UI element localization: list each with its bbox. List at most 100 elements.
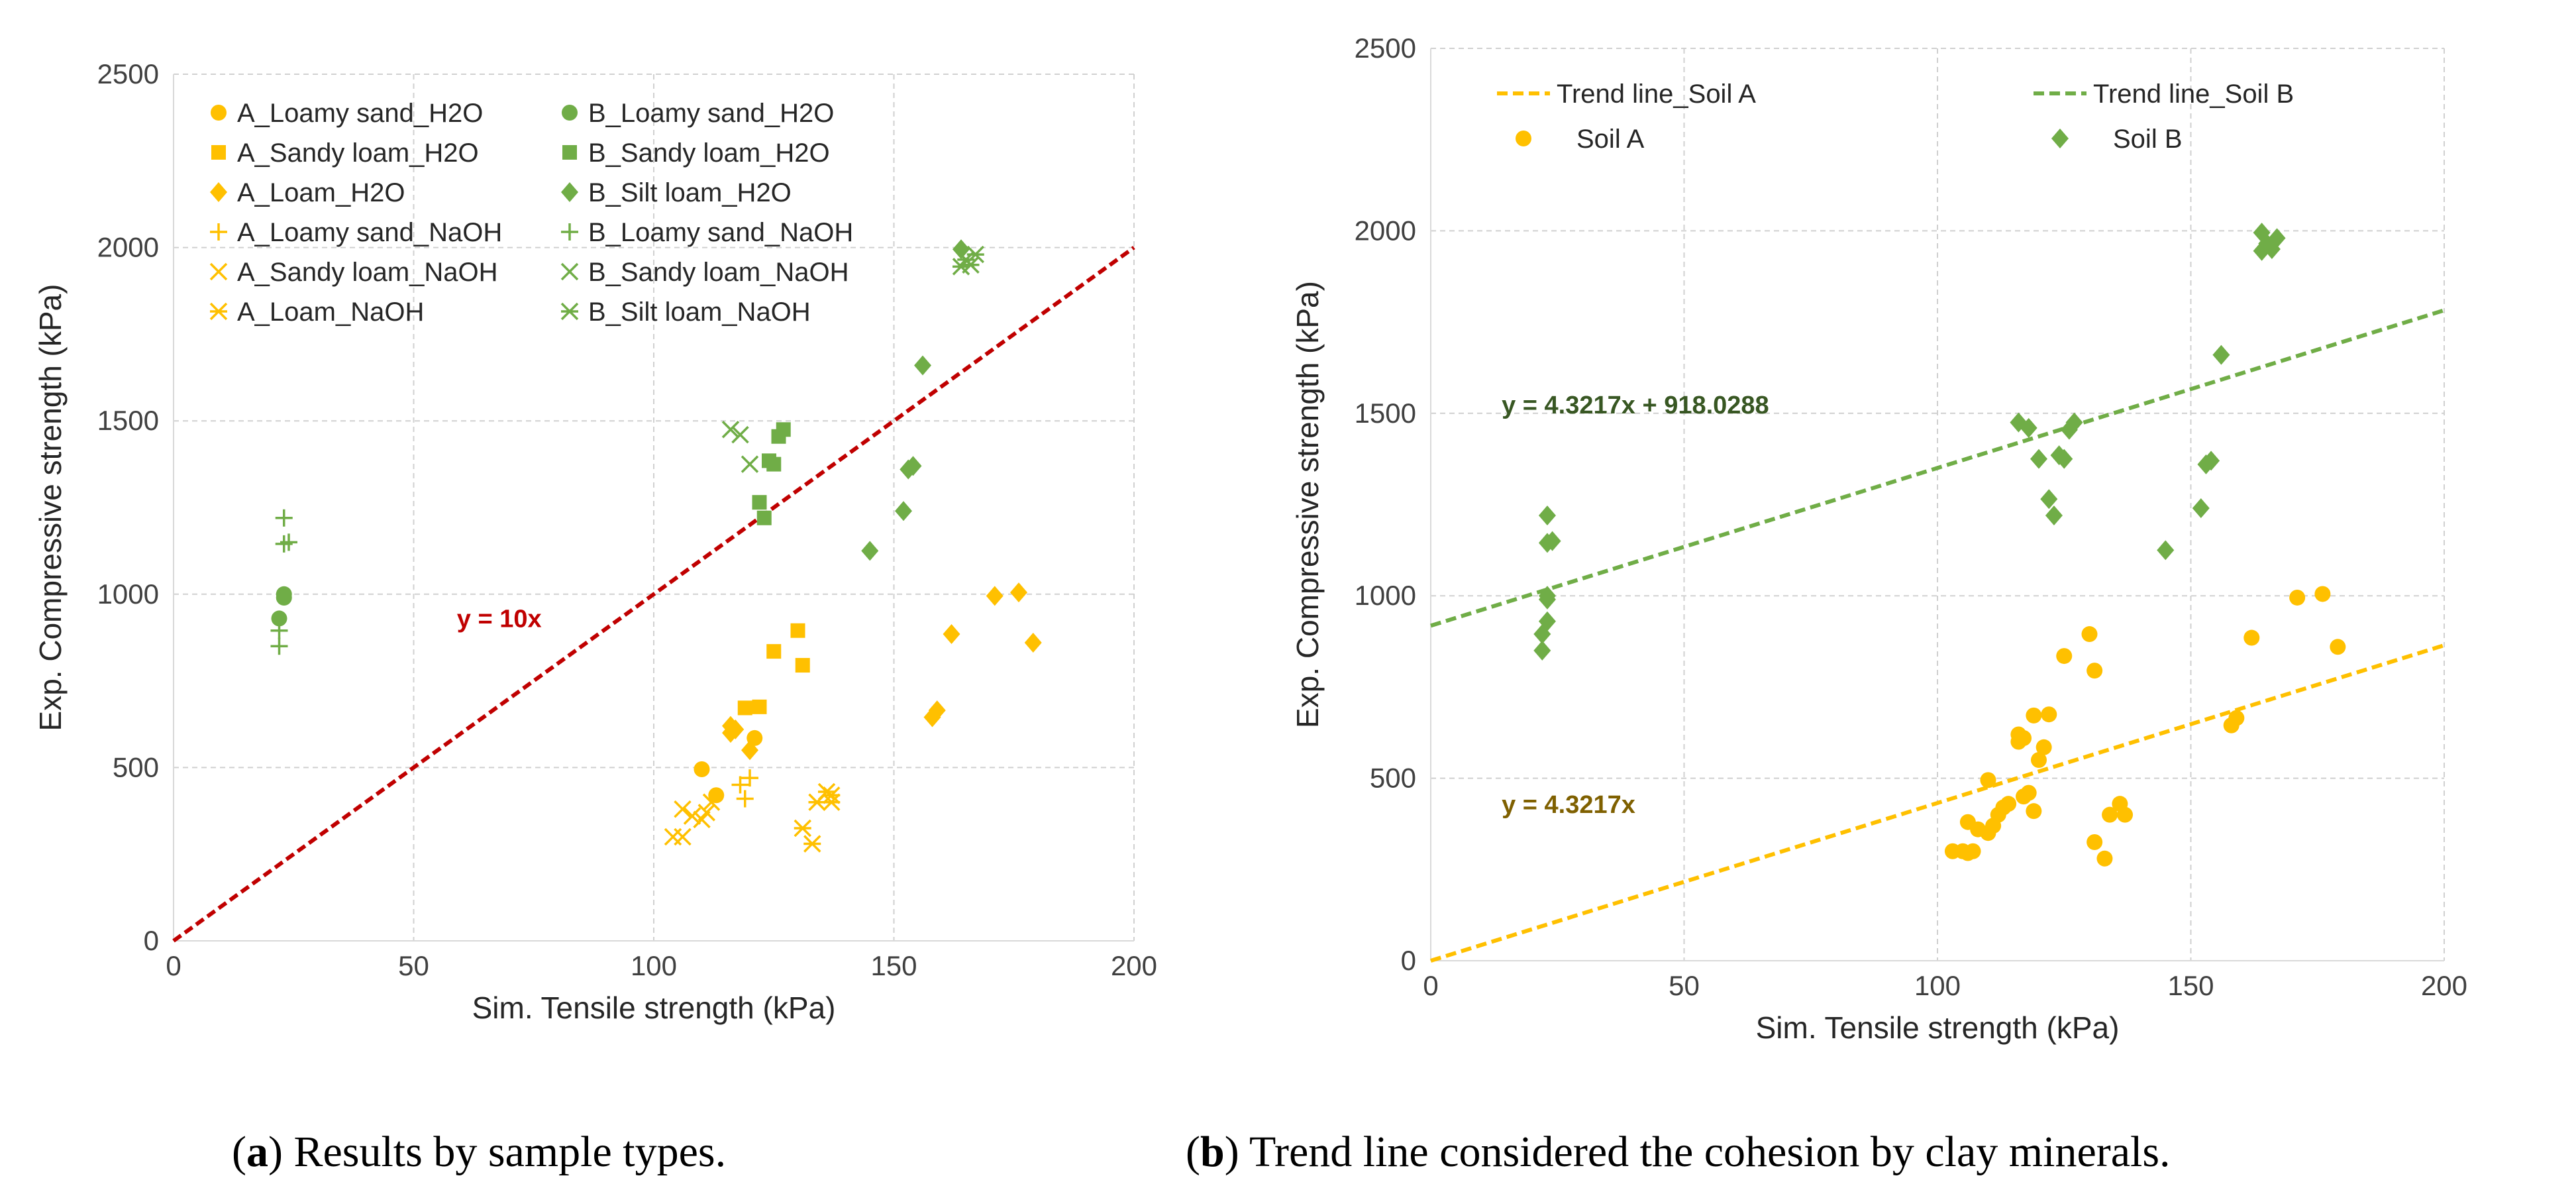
data-point (795, 658, 810, 673)
data-point (2045, 506, 2063, 526)
x-axis-title: Sim. Tensile strength (kPa) (472, 991, 836, 1025)
data-point (2228, 710, 2245, 726)
x-tick-label: 50 (1669, 970, 1700, 1001)
caption-text: ) Results by sample types. (268, 1128, 726, 1176)
data-point (2016, 730, 2032, 747)
series-b-loamy-sand-h2o (271, 586, 292, 627)
series-b-sandy-loam-h2o (752, 422, 791, 525)
data-point (2041, 706, 2057, 723)
data-point (2096, 850, 2113, 867)
y-tick-label: 1500 (1355, 398, 1416, 429)
data-point (914, 355, 931, 376)
legend-label: A_Loamy sand_NaOH (237, 218, 502, 247)
data-point (766, 644, 782, 659)
data-point (1538, 611, 1556, 631)
data-point (2243, 629, 2260, 646)
legend-label: A_Loam_NaOH (237, 297, 424, 327)
data-point (694, 761, 710, 778)
data-point (953, 239, 970, 260)
data-point (943, 623, 960, 644)
trend-line (1430, 308, 2445, 628)
data-point (2268, 228, 2286, 248)
legend-marker (560, 302, 579, 321)
data-point (731, 776, 749, 794)
y-tick-label: 2500 (1355, 32, 1416, 64)
data-point (2056, 648, 2073, 665)
y-tick-label: 1000 (1355, 580, 1416, 611)
legend-label: Trend line_Soil A (1557, 80, 1756, 109)
data-point (741, 740, 758, 761)
legend-marker (210, 223, 227, 241)
data-point (737, 700, 752, 716)
data-point (2020, 417, 2037, 438)
series-b-silt-loam-h2o (861, 239, 970, 561)
data-point (741, 455, 759, 473)
data-point (674, 828, 692, 846)
data-point (2030, 449, 2047, 469)
data-point (1533, 640, 1551, 661)
x-tick-label: 150 (2167, 970, 2214, 1001)
x-tick-label: 100 (631, 950, 677, 981)
legend-marker (562, 105, 578, 121)
data-point (702, 793, 721, 811)
data-point (928, 700, 946, 721)
data-point (2040, 489, 2058, 510)
panel-caption: (b) Trend line considered the cohesion b… (1186, 1128, 2171, 1176)
x-tick-label: 100 (1914, 970, 1961, 1001)
data-point (1980, 772, 1996, 788)
caption-text: ) Trend line considered the cohesion by … (1225, 1128, 2171, 1176)
legend-marker (562, 145, 577, 160)
data-point (2102, 806, 2118, 823)
x-tick-label: 200 (1111, 950, 1157, 981)
data-point (1538, 506, 1556, 526)
trend-line (1430, 643, 2445, 963)
data-point (895, 501, 912, 521)
series-soil-a (1944, 586, 2346, 867)
data-point (2289, 589, 2306, 606)
series-b-silt-loam-naoh (952, 245, 984, 276)
legend: Trend line_Soil A Trend line_Soil B Soil A… (1497, 80, 2294, 154)
y-tick-label: 2000 (97, 232, 159, 263)
caption-label: b (1200, 1128, 1225, 1176)
reference-line (172, 246, 1135, 943)
data-point (2202, 451, 2220, 471)
data-point (756, 510, 772, 525)
y-tick-label: 2500 (97, 58, 159, 89)
legend-marker (2051, 129, 2069, 148)
x-tick-label: 0 (1423, 970, 1438, 1001)
data-point (270, 621, 288, 639)
legend-label: A_Loam_H2O (237, 178, 405, 207)
data-point (803, 835, 821, 853)
data-point (861, 541, 879, 561)
data-point (741, 769, 758, 787)
data-point (2087, 663, 2103, 679)
data-point (2330, 639, 2346, 655)
data-point (697, 804, 715, 822)
x-tick-label: 50 (398, 950, 429, 981)
data-point (2212, 345, 2230, 365)
data-point (904, 456, 922, 476)
data-point (280, 533, 297, 551)
data-point (721, 421, 740, 439)
data-point (2055, 449, 2073, 469)
y-tick-label: 500 (113, 751, 159, 782)
data-point (1010, 582, 1027, 603)
x-tick-label: 150 (870, 950, 917, 981)
data-point (2026, 707, 2042, 724)
series-soil-b (1533, 223, 2286, 661)
y-tick-label: 1500 (97, 405, 159, 436)
series-b-loamy-sand-naoh (270, 509, 297, 655)
data-point (2087, 834, 2103, 850)
legend-label: B_Loamy sand_NaOH (588, 218, 853, 247)
data-point (823, 786, 841, 804)
data-point (674, 800, 692, 818)
legend-marker (1516, 131, 1531, 146)
data-point (708, 787, 725, 804)
data-point (2026, 803, 2042, 820)
data-point (766, 457, 782, 472)
legend-marker (209, 262, 228, 281)
y-tick-label: 500 (1370, 763, 1416, 794)
legend-label: A_Sandy loam_H2O (237, 138, 479, 168)
data-point (2081, 626, 2098, 643)
data-point (2035, 739, 2052, 755)
